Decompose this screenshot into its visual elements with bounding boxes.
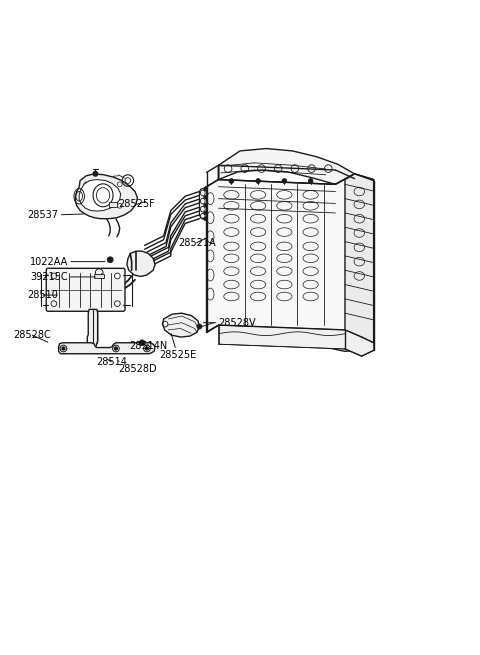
Circle shape bbox=[204, 211, 207, 215]
Text: 28514N: 28514N bbox=[129, 341, 168, 350]
Circle shape bbox=[282, 179, 287, 183]
FancyBboxPatch shape bbox=[46, 269, 125, 311]
Circle shape bbox=[145, 347, 148, 350]
Circle shape bbox=[256, 179, 261, 183]
Polygon shape bbox=[199, 187, 206, 220]
Text: 28521A: 28521A bbox=[178, 237, 216, 248]
Polygon shape bbox=[79, 179, 120, 211]
Circle shape bbox=[197, 324, 202, 329]
Text: 28525F: 28525F bbox=[118, 199, 155, 210]
Text: 28514: 28514 bbox=[96, 357, 127, 367]
Polygon shape bbox=[75, 174, 137, 219]
Polygon shape bbox=[218, 149, 355, 184]
Text: 28528V: 28528V bbox=[203, 318, 256, 328]
Text: 28528D: 28528D bbox=[118, 361, 157, 374]
Circle shape bbox=[204, 204, 207, 207]
Polygon shape bbox=[345, 174, 373, 350]
Circle shape bbox=[204, 187, 207, 191]
Circle shape bbox=[62, 347, 65, 350]
Circle shape bbox=[93, 172, 98, 176]
Polygon shape bbox=[87, 309, 98, 350]
Circle shape bbox=[308, 179, 313, 183]
Text: 28528C: 28528C bbox=[13, 330, 51, 342]
Polygon shape bbox=[95, 274, 104, 278]
Polygon shape bbox=[109, 202, 117, 207]
Circle shape bbox=[115, 347, 117, 350]
Circle shape bbox=[204, 217, 207, 221]
Text: 28537: 28537 bbox=[28, 210, 84, 220]
Circle shape bbox=[204, 195, 207, 199]
Polygon shape bbox=[206, 174, 373, 351]
Text: 39215C: 39215C bbox=[30, 272, 96, 282]
Circle shape bbox=[108, 257, 113, 263]
Circle shape bbox=[229, 179, 234, 183]
Polygon shape bbox=[59, 343, 155, 354]
Text: 28510: 28510 bbox=[28, 290, 59, 300]
Polygon shape bbox=[218, 325, 373, 356]
Text: 1022AA: 1022AA bbox=[30, 257, 105, 267]
Polygon shape bbox=[127, 251, 155, 276]
Text: 28525E: 28525E bbox=[159, 333, 196, 360]
Polygon shape bbox=[206, 165, 218, 332]
Circle shape bbox=[139, 340, 145, 346]
Polygon shape bbox=[163, 313, 199, 337]
